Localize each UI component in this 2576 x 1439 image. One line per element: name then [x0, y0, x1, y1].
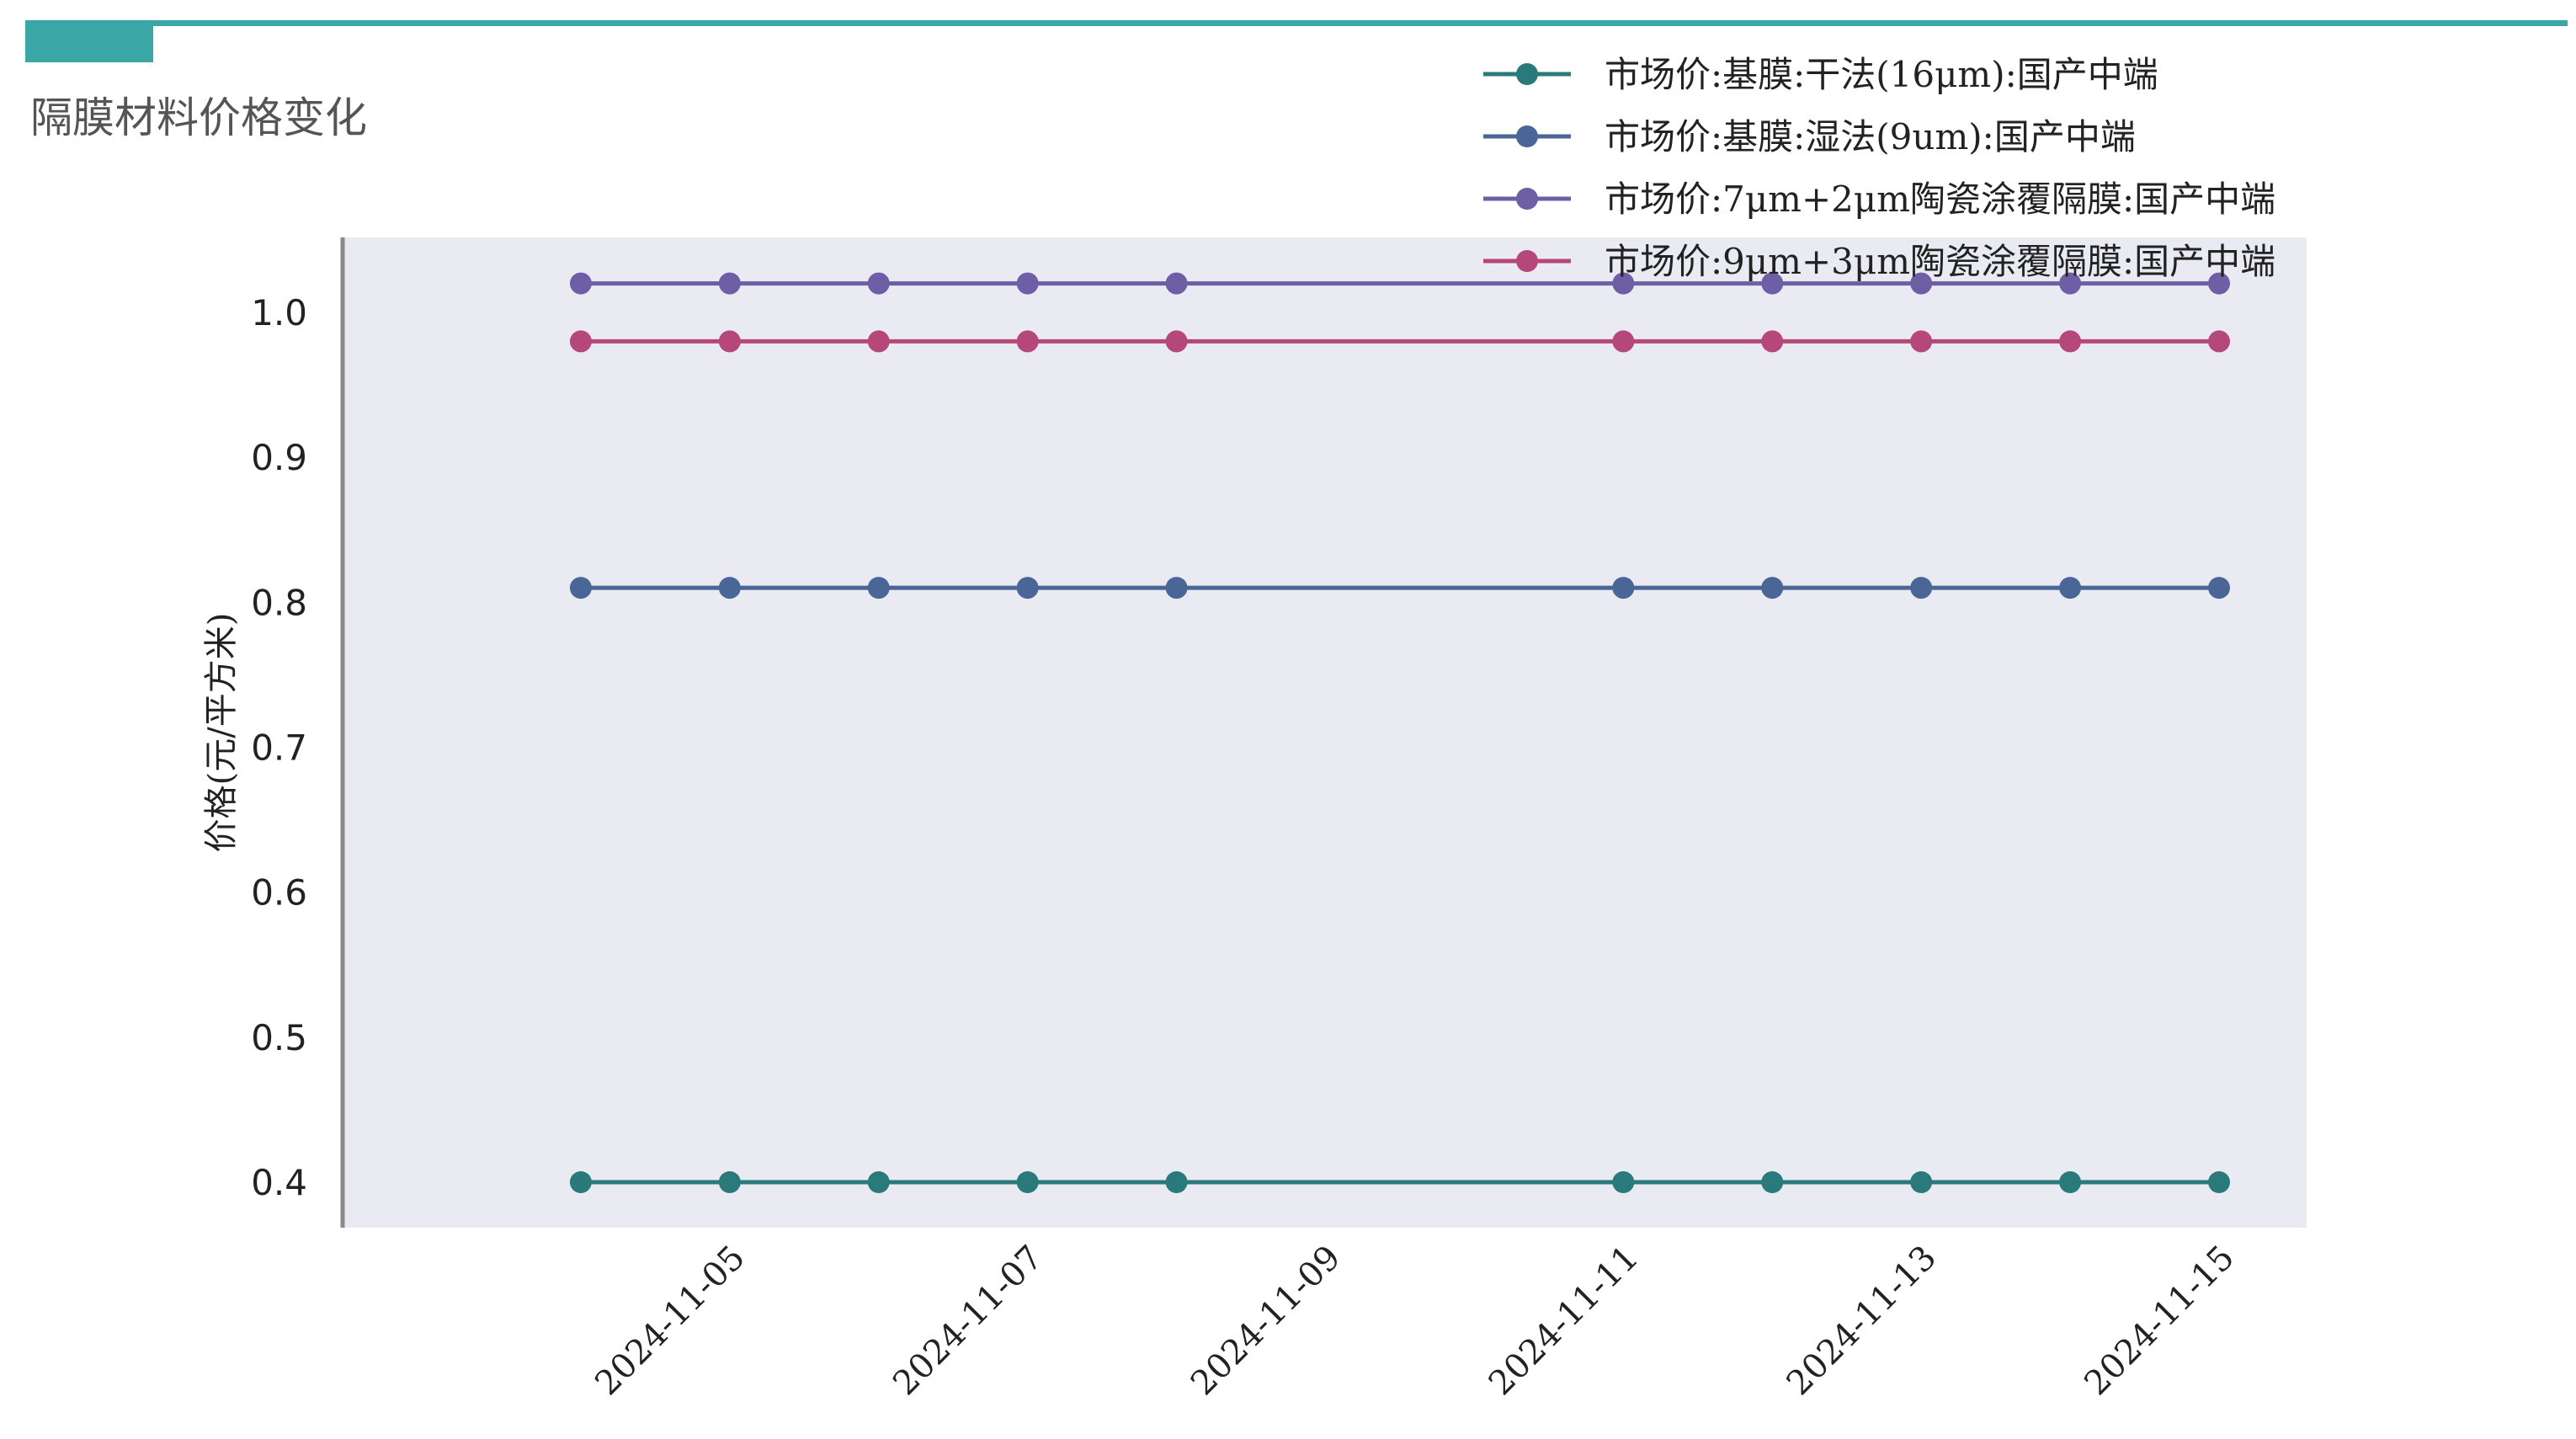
- series-2-point: [1016, 577, 1039, 600]
- legend-label: 市场价:7μm+2μm陶瓷涂覆隔膜:国产中端: [1605, 179, 2275, 220]
- y-tick-labels: 0.4 0.5 0.6 0.7 0.8 0.9 1.0: [251, 292, 307, 1203]
- series-3-point: [1016, 272, 1039, 295]
- series-3-point: [1761, 272, 1784, 295]
- x-tick-label: 2024-11-09: [1184, 1239, 1349, 1404]
- series-4-point: [2208, 330, 2230, 353]
- y-tick-label: 0.4: [251, 1162, 307, 1203]
- legend-marker: [1516, 125, 1538, 147]
- series-3-point: [2059, 272, 2082, 295]
- series-4-point: [1165, 330, 1188, 353]
- series-1-point: [2059, 1171, 2082, 1193]
- series-2-point: [1612, 577, 1635, 600]
- series-4-point: [569, 330, 592, 353]
- x-tick-labels: 2024-11-05 2024-11-07 2024-11-09 2024-11-11…: [588, 1239, 2242, 1404]
- series-3-point: [2208, 272, 2230, 295]
- series-3-point: [867, 272, 890, 295]
- series-1-point: [718, 1171, 741, 1193]
- header-accent-bar: [25, 20, 2568, 26]
- series-2-point: [569, 577, 592, 600]
- legend-marker: [1516, 250, 1538, 272]
- series-3-point: [1165, 272, 1188, 295]
- series-4-point: [1016, 330, 1039, 353]
- series-4-point: [2059, 330, 2082, 353]
- series-2-point: [718, 577, 741, 600]
- header-accent-block: [25, 20, 153, 62]
- series-4-point: [718, 330, 741, 353]
- series-2-point: [867, 577, 890, 600]
- x-tick-label: 2024-11-13: [1780, 1239, 1945, 1404]
- series-1-point: [2208, 1171, 2230, 1193]
- legend-label: 市场价:基膜:湿法(9um):国产中端: [1605, 116, 2136, 157]
- series-2-point: [1761, 577, 1784, 600]
- series-1-point: [1910, 1171, 1933, 1193]
- legend-label: 市场价:9μm+3μm陶瓷涂覆隔膜:国产中端: [1605, 241, 2275, 282]
- legend-marker: [1516, 188, 1538, 210]
- series-1-point: [1165, 1171, 1188, 1193]
- series-3-point: [569, 272, 592, 295]
- series-3-point: [718, 272, 741, 295]
- y-tick-label: 1.0: [251, 292, 307, 333]
- series-2-point: [2059, 577, 2082, 600]
- series-3-point: [1612, 272, 1635, 295]
- y-axis-label: 价格(元/平方米): [202, 613, 241, 853]
- legend: 市场价:基膜:干法(16μm):国产中端市场价:基膜:湿法(9um):国产中端市…: [1483, 54, 2275, 282]
- x-tick-label: 2024-11-05: [588, 1239, 753, 1404]
- y-tick-label: 0.9: [251, 437, 307, 478]
- series-1-point: [867, 1171, 890, 1193]
- series-2-point: [1910, 577, 1933, 600]
- series-1-point: [1612, 1171, 1635, 1193]
- plot-area: [343, 237, 2307, 1228]
- series-1-point: [569, 1171, 592, 1193]
- x-tick-label: 2024-11-15: [2077, 1239, 2242, 1404]
- page-title: 隔膜材料价格变化: [30, 93, 367, 142]
- y-tick-label: 0.5: [251, 1017, 307, 1058]
- y-tick-label: 0.8: [251, 582, 307, 623]
- series-2-point: [2208, 577, 2230, 600]
- x-tick-label: 2024-11-11: [1482, 1239, 1647, 1404]
- series-3-point: [1910, 272, 1933, 295]
- series-4-point: [1761, 330, 1784, 353]
- y-tick-label: 0.7: [251, 727, 307, 769]
- series-1-point: [1761, 1171, 1784, 1193]
- series-4-point: [1612, 330, 1635, 353]
- legend-marker: [1516, 63, 1538, 85]
- legend-label: 市场价:基膜:干法(16μm):国产中端: [1605, 54, 2158, 95]
- series-1-point: [1016, 1171, 1039, 1193]
- series-4-point: [1910, 330, 1933, 353]
- series-layer: [569, 272, 2230, 1193]
- series-4-point: [867, 330, 890, 353]
- series-2-point: [1165, 577, 1188, 600]
- x-tick-label: 2024-11-07: [886, 1239, 1051, 1404]
- y-tick-label: 0.6: [251, 872, 307, 914]
